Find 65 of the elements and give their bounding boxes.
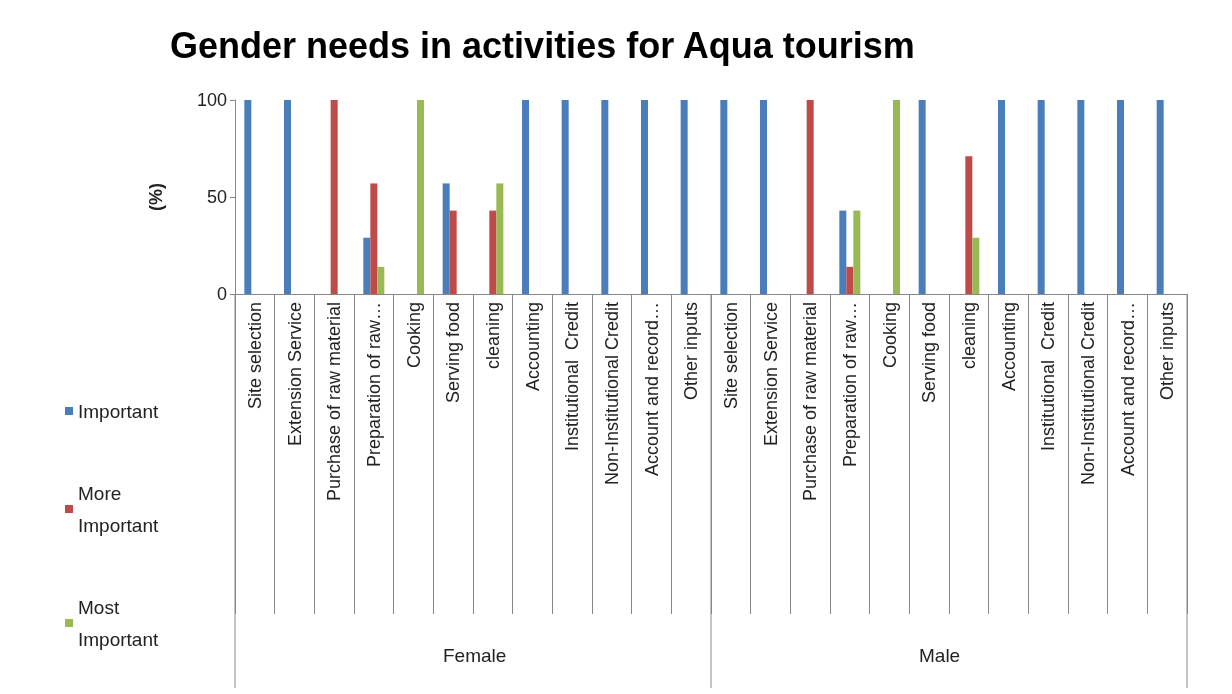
bar: [1037, 100, 1045, 294]
x-tick-label: cleaning: [958, 302, 979, 370]
bar: [449, 210, 457, 294]
bar: [965, 156, 973, 294]
x-tick-label: Purchase of raw material: [324, 302, 345, 502]
y-tick-label: 100: [196, 90, 227, 110]
x-tick-label: Cooking: [403, 302, 424, 369]
bar: [561, 100, 569, 294]
x-tick-label: Extension Service: [760, 302, 781, 447]
bar: [839, 210, 847, 294]
x-tick-label: Institutional Credit: [1038, 302, 1059, 452]
bar: [720, 100, 728, 294]
x-tick-label: Site selection: [244, 302, 265, 410]
bar: [370, 183, 378, 294]
x-tick-label: Other inputs: [681, 302, 702, 401]
text: Female: [443, 645, 507, 666]
chart-title: Gender needs in activities for Aqua tourism: [170, 24, 915, 66]
bar: [522, 100, 529, 294]
x-tick-label: Purchase of raw material: [800, 302, 821, 502]
bar: [1117, 100, 1124, 294]
bar: [680, 100, 688, 294]
x-tick-label: Account and record…: [1117, 302, 1138, 477]
bar: [496, 183, 504, 294]
y-axis-title: (%): [146, 183, 166, 211]
legend-label: Most Important: [78, 596, 159, 650]
x-tick-label: Preparation of raw…: [363, 302, 384, 468]
x-tick-label: Serving food: [919, 302, 940, 404]
bar: [601, 100, 609, 294]
x-tick-label: Non-Institutional Credit: [601, 302, 622, 486]
bar: [853, 210, 861, 294]
x-tick-label: cleaning: [482, 302, 503, 370]
bar: [417, 100, 424, 294]
bar: [284, 100, 291, 294]
x-tick-label: Site selection: [720, 302, 741, 410]
x-tick-label: Other inputs: [1157, 302, 1178, 401]
bar: [806, 100, 814, 294]
bar: [846, 266, 854, 294]
bar: [244, 100, 252, 294]
x-tick-label: Serving food: [443, 302, 464, 404]
legend-label: More Important: [78, 482, 159, 536]
x-tick-label: Account and record…: [641, 302, 662, 477]
y-tick-label: 0: [216, 284, 227, 304]
bar: [972, 237, 980, 294]
bar: [377, 266, 385, 294]
x-tick-label: Institutional Credit: [562, 302, 583, 452]
bar: [918, 100, 926, 294]
x-tick-label: Cooking: [879, 302, 900, 369]
bar: [1156, 100, 1164, 294]
x-tick-label: Extension Service: [284, 302, 305, 447]
x-tick-label: Accounting: [998, 302, 1019, 392]
x-tick-label: Accounting: [522, 302, 543, 392]
text: Male: [919, 645, 961, 666]
x-tick-label: Preparation of raw…: [839, 302, 860, 468]
bar: [442, 183, 450, 294]
bar: [330, 100, 338, 294]
x-tick-label: Non-Institutional Credit: [1077, 302, 1098, 486]
bar: [1077, 100, 1085, 294]
legend-label: Important: [78, 400, 159, 422]
bar: [641, 100, 648, 294]
bar: [998, 100, 1005, 294]
bar: [760, 100, 767, 294]
y-tick-label: 50: [206, 187, 227, 207]
bar: [363, 237, 371, 294]
bar: [893, 100, 900, 294]
bar: [489, 210, 497, 294]
